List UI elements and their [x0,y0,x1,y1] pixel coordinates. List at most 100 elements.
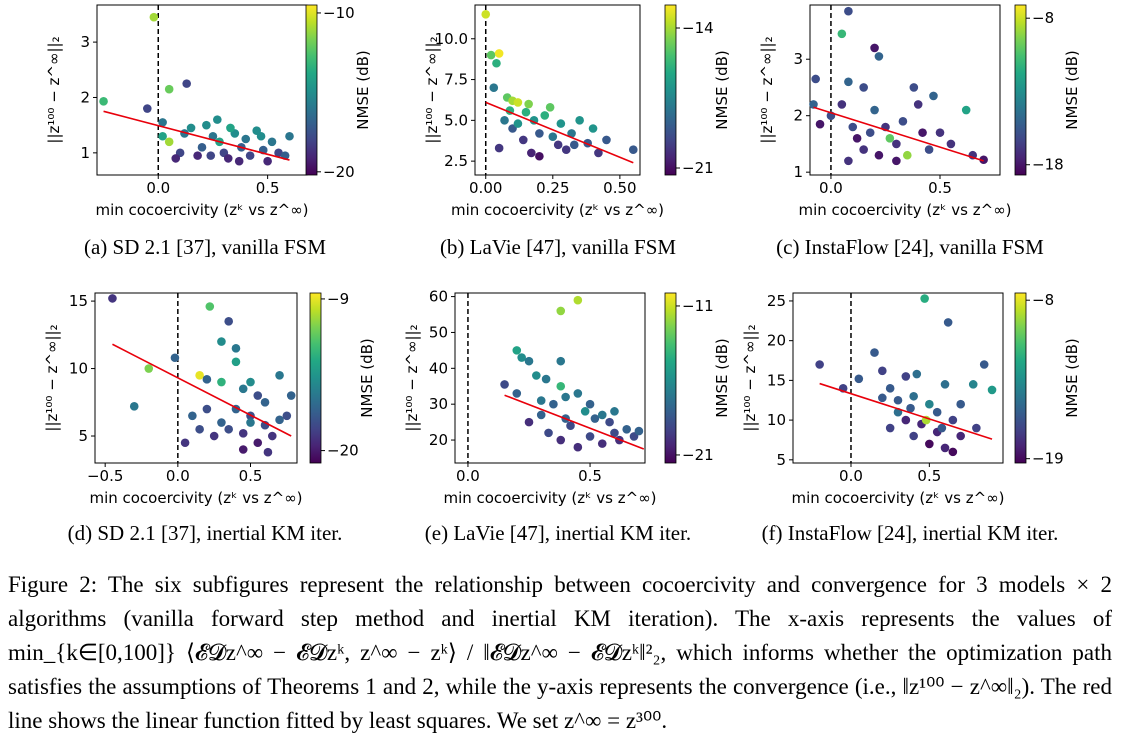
y-axis-label: ||z¹⁰⁰ − z^∞||₂ [403,324,421,431]
y-axis-label: ||z¹⁰⁰ − z^∞||₂ [741,324,759,431]
colorbar [1014,4,1027,176]
colorbar-tick-label: −21 [682,159,714,177]
y-tick-label: 30 [429,395,448,413]
data-point [524,417,534,427]
data-point [513,98,523,107]
data-point [605,417,614,427]
y-axis-label: ||z¹⁰⁰ − z^∞||₂ [45,36,63,143]
data-point [489,83,499,93]
data-point [948,415,958,425]
x-tick-label: 0.5 [928,179,952,197]
data-point [937,423,947,433]
data-point [566,421,575,431]
y-tick-label: 20 [767,332,786,350]
data-point [144,364,154,373]
y-tick-label: 5.0 [444,111,468,129]
data-point [540,111,550,120]
data-point [634,426,644,436]
data-point [892,139,901,149]
data-point [972,423,981,433]
x-axis-label: min cocoercivity (zᵏ vs z^∞) [451,201,664,219]
data-point [170,353,180,363]
x-tick-label: 0.0 [819,179,843,197]
y-tick-label: 5 [78,427,88,445]
data-point [500,380,509,389]
data-point [544,428,553,438]
data-point [585,399,595,409]
y-tick-label: 3 [793,50,803,68]
subfigure-caption: (d) SD 2.1 [37], inertial KM iter. [68,521,343,545]
data-point [622,424,631,434]
data-point [912,369,922,379]
y-tick-label: 60 [429,288,448,306]
data-point [285,131,294,141]
data-point [878,393,887,403]
x-tick-label: 0.50 [603,179,636,197]
data-point [575,116,584,125]
data-point [932,407,942,417]
data-point [594,148,603,158]
data-point [854,374,864,384]
y-tick-label: 5 [776,451,786,469]
data-point [246,377,255,387]
data-point [940,443,950,453]
data-point [527,148,536,158]
x-tick-label: 0.0 [839,467,863,485]
data-point [274,148,283,158]
data-point [99,97,108,106]
data-point [909,391,918,401]
data-point [556,119,566,128]
data-point [610,428,619,438]
data-point [158,131,167,141]
data-point [193,151,202,160]
data-point [256,131,266,141]
x-tick-label: 0.5 [239,467,263,485]
data-point [500,116,509,125]
data-point [263,447,273,457]
data-point [906,403,915,413]
data-point [206,151,216,160]
colorbar-label: NMSE (dB) [1063,50,1081,129]
data-point [549,399,558,409]
plot-frame [792,292,1004,464]
data-point [909,83,919,92]
x-axis-label: min cocoercivity (zᵏ vs z^∞) [798,201,1011,219]
data-point [553,140,563,150]
data-point [585,432,595,441]
data-point [486,50,496,60]
data-point [282,411,292,421]
data-point [902,150,912,160]
data-point [948,447,958,457]
data-point [556,435,566,445]
data-point [217,377,226,387]
data-point [961,105,971,115]
data-point [848,122,858,132]
plot-frame [94,292,298,464]
subfigure-caption: (b) LaVie [47], vanilla FSM [440,235,676,259]
x-axis-label: min cocoercivity (zᵏ vs z^∞) [443,489,656,507]
data-point [602,135,611,145]
y-tick-label: 7.5 [444,71,468,89]
data-point [979,155,988,165]
data-point [202,120,211,130]
colorbar-label: NMSE (dB) [358,338,376,417]
data-point [180,438,190,448]
data-point [987,385,997,395]
data-point [870,348,879,357]
data-point [129,402,139,411]
data-point [267,431,277,441]
data-point [202,375,212,384]
colorbar [664,292,677,464]
data-point [913,100,923,109]
data-point [226,123,235,133]
y-axis-label: ||z¹⁰⁰ − z^∞||₂ [423,36,441,143]
data-point [245,151,255,160]
x-axis-label: min cocoercivity (zᵏ vs z^∞) [89,489,302,507]
plot-frame [809,4,1001,176]
data-point [809,100,818,109]
data-point [865,128,875,137]
data-point [815,119,825,129]
data-point [494,49,504,58]
data-point [588,124,598,133]
data-point [909,431,918,441]
